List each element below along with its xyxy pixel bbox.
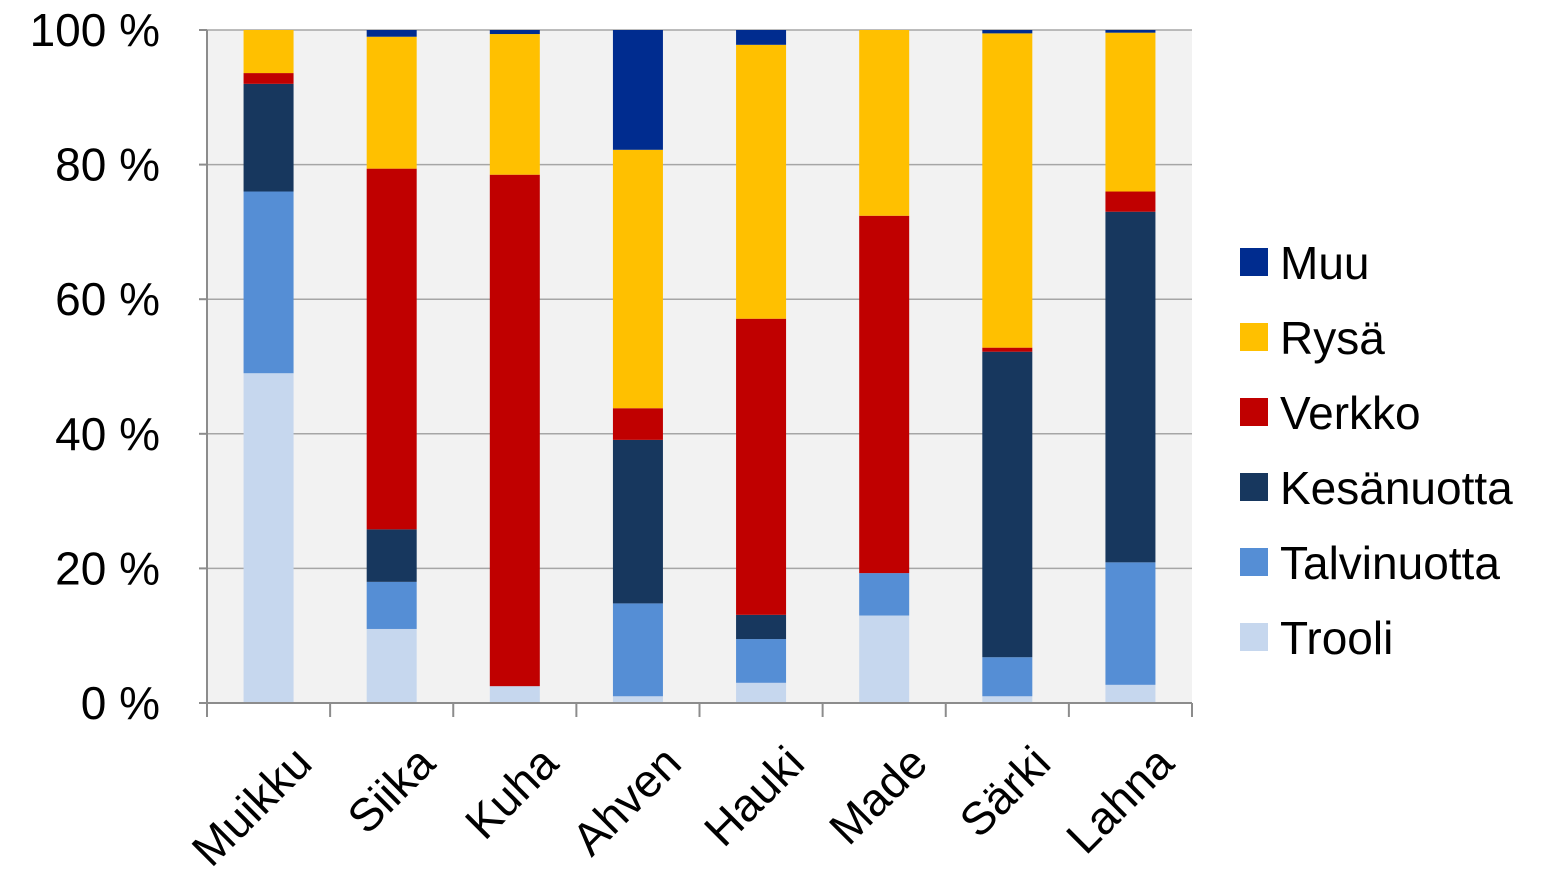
bar-segment <box>612 603 663 697</box>
bar-segment <box>736 44 787 319</box>
bar-segment <box>612 696 663 703</box>
y-tick-labels: 0 % 20 % 40 % 60 % 80 % 100 % <box>30 4 160 729</box>
legend-label: Rysä <box>1280 312 1385 364</box>
bar-segment <box>1105 30 1156 33</box>
bar-segment <box>1105 562 1156 685</box>
y-tick-label: 0 % <box>81 677 160 729</box>
legend-item: Talvinuotta <box>1240 537 1500 589</box>
bar-segment <box>612 30 663 150</box>
x-tick-label: Ahven <box>562 736 691 865</box>
bar-segment <box>1105 32 1156 192</box>
bar-segment <box>489 174 540 687</box>
bar-stack <box>859 30 910 703</box>
bar-segment <box>243 191 294 374</box>
legend-label: Verkko <box>1280 387 1421 439</box>
y-tick-label: 20 % <box>55 542 160 594</box>
bar-segment <box>982 657 1033 697</box>
legend: Muu Rysä Verkko Kesänuotta Talvinuotta Trooli <box>1240 237 1513 664</box>
legend-item: Muu <box>1240 237 1369 289</box>
legend-item: Rysä <box>1240 312 1385 364</box>
bar-segment <box>736 30 787 45</box>
bar-segment <box>736 318 787 615</box>
bar-segment <box>366 36 417 169</box>
legend-item: Kesänuotta <box>1240 462 1513 514</box>
bar-segment <box>612 439 663 604</box>
bar-segment <box>859 30 910 216</box>
legend-item: Trooli <box>1240 612 1393 664</box>
legend-swatch <box>1240 323 1268 351</box>
legend-label: Trooli <box>1280 612 1393 664</box>
bar-segment <box>736 639 787 683</box>
x-tick-label: Made <box>819 736 937 854</box>
bar-stack <box>243 30 294 703</box>
bar-segment <box>366 628 417 703</box>
x-tick-label: Lahna <box>1056 736 1184 864</box>
plot-background <box>207 30 1192 703</box>
bar-segment <box>736 682 787 703</box>
bar-stack <box>366 30 417 703</box>
bar-segment <box>489 30 540 35</box>
axes <box>199 29 1193 717</box>
bar-segment <box>982 351 1033 658</box>
bar-stack <box>982 30 1033 703</box>
bar-segment <box>366 529 417 582</box>
bar-segment <box>859 615 910 703</box>
bar-segment <box>243 73 294 84</box>
x-tick-label: Kuha <box>455 736 568 849</box>
y-tick-label: 60 % <box>55 273 160 325</box>
y-tick-label: 40 % <box>55 408 160 460</box>
bar-segment <box>243 30 294 74</box>
x-tick-label: Siika <box>337 736 445 844</box>
legend-item: Verkko <box>1240 387 1421 439</box>
bar-segment <box>366 30 417 37</box>
bar-segment <box>366 168 417 530</box>
bar-segment <box>243 373 294 703</box>
bar-segment <box>982 696 1033 703</box>
bar-segment <box>982 30 1033 34</box>
y-tick-label: 100 % <box>30 4 160 56</box>
bar-segment <box>489 686 540 703</box>
bar-segment <box>982 33 1033 348</box>
bar-segment <box>982 347 1033 352</box>
bar-segment <box>736 614 787 640</box>
legend-swatch <box>1240 548 1268 576</box>
x-tick-label: Särki <box>949 736 1060 847</box>
bar-segment <box>612 149 663 409</box>
bar-stack <box>1105 30 1156 703</box>
legend-swatch <box>1240 248 1268 276</box>
bar-segment <box>1105 211 1156 563</box>
x-tick-label: Hauki <box>694 736 814 856</box>
bar-stack <box>612 30 663 703</box>
bar-segment <box>243 83 294 192</box>
plot-area <box>207 30 1192 703</box>
bars <box>243 30 1156 703</box>
x-tick-label: Muikku <box>182 736 322 876</box>
y-tick-label: 80 % <box>55 139 160 191</box>
bar-segment <box>612 408 663 440</box>
bar-segment <box>366 581 417 629</box>
legend-label: Muu <box>1280 237 1369 289</box>
legend-label: Kesänuotta <box>1280 462 1513 514</box>
bar-segment <box>859 215 910 574</box>
legend-swatch <box>1240 623 1268 651</box>
legend-label: Talvinuotta <box>1280 537 1500 589</box>
bar-stack <box>489 30 540 703</box>
bar-segment <box>859 573 910 616</box>
bar-segment <box>489 34 540 175</box>
bar-segment <box>1105 684 1156 703</box>
bar-segment <box>1105 191 1156 212</box>
bar-stack <box>736 30 787 703</box>
legend-swatch <box>1240 398 1268 426</box>
legend-swatch <box>1240 473 1268 501</box>
